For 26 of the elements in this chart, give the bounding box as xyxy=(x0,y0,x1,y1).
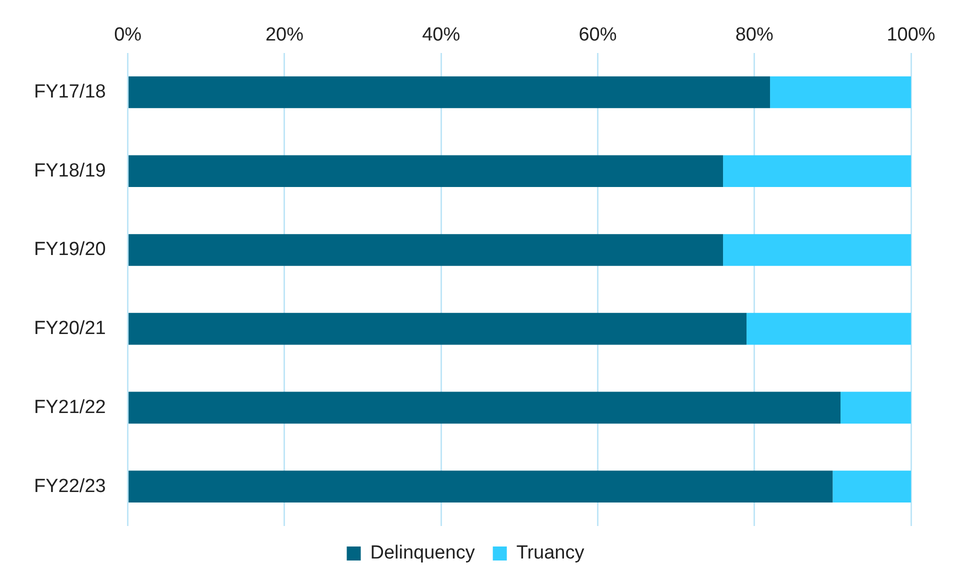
y-tick-label: FY21/22 xyxy=(34,396,106,418)
x-tick-label: 0% xyxy=(114,24,142,46)
y-tick-label: FY19/20 xyxy=(34,239,106,260)
y-tick-label: FY20/21 xyxy=(34,318,106,340)
x-tick-label: 20% xyxy=(265,24,304,46)
bar xyxy=(723,155,911,187)
bar xyxy=(770,76,911,108)
bar xyxy=(723,234,911,266)
bar xyxy=(128,470,833,502)
x-tick-label: 60% xyxy=(578,24,617,46)
bar xyxy=(128,155,724,187)
x-tick-label: 100% xyxy=(886,24,936,46)
legend-label: Truancy xyxy=(516,542,585,564)
bar xyxy=(128,234,724,266)
y-tick-label: FY18/19 xyxy=(34,160,106,182)
bar xyxy=(128,312,747,345)
bar xyxy=(128,392,841,424)
x-tick-label: 80% xyxy=(735,24,774,46)
y-tick-label: FY17/18 xyxy=(34,81,106,102)
bar xyxy=(128,76,770,108)
bar xyxy=(832,470,911,502)
bar xyxy=(746,312,911,345)
bar xyxy=(840,392,911,424)
y-tick-label: FY22/23 xyxy=(34,476,106,497)
x-tick-label: 40% xyxy=(422,24,460,46)
legend-label: Delinquency xyxy=(370,542,476,564)
